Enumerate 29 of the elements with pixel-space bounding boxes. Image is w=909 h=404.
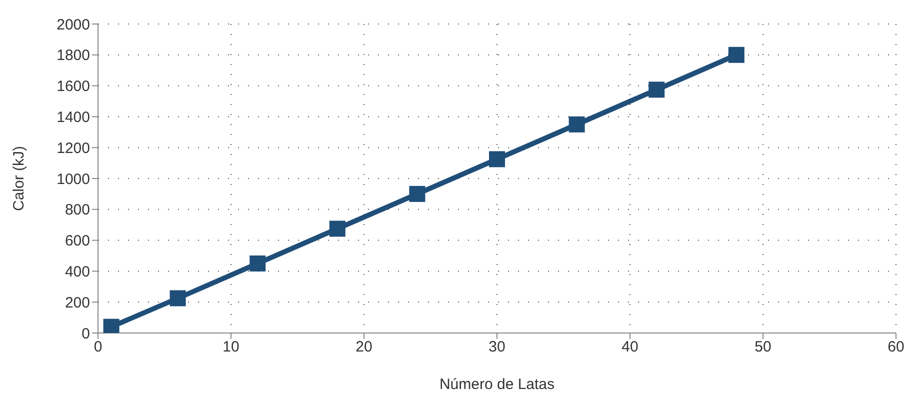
point bbox=[728, 46, 744, 63]
y-tick-label: 0 bbox=[82, 325, 90, 342]
y-tick-label: 2000 bbox=[56, 16, 90, 34]
point bbox=[250, 255, 266, 272]
y-tick-label: 400 bbox=[64, 264, 90, 281]
y-tick-label: 1600 bbox=[56, 78, 90, 96]
y-tick-label: 600 bbox=[64, 232, 90, 250]
x-tick-label: 30 bbox=[488, 338, 506, 356]
y-axis-title: Calor (kJ) bbox=[10, 146, 28, 212]
y-tick-label: 1000 bbox=[56, 170, 90, 188]
y-tick-label: 1400 bbox=[56, 109, 90, 126]
point bbox=[568, 116, 585, 132]
x-tick-label: 0 bbox=[94, 338, 102, 356]
point bbox=[409, 186, 426, 202]
y-tick-label: 1800 bbox=[56, 47, 90, 64]
point bbox=[648, 82, 665, 98]
x-tick-label: 20 bbox=[356, 338, 372, 356]
y-tick-label: 800 bbox=[64, 202, 90, 219]
x-tick-label: 50 bbox=[754, 338, 772, 356]
y-tick-label: 200 bbox=[64, 294, 90, 312]
x-tick-label: 60 bbox=[888, 338, 904, 356]
x-tick-label: 40 bbox=[622, 338, 638, 356]
point bbox=[170, 290, 186, 306]
y-tick-label: 1200 bbox=[56, 140, 90, 157]
point bbox=[329, 220, 346, 237]
point bbox=[489, 151, 505, 168]
x-axis-title: Número de Latas bbox=[439, 376, 555, 393]
x-tick-label: 10 bbox=[222, 338, 240, 356]
point bbox=[103, 318, 120, 333]
